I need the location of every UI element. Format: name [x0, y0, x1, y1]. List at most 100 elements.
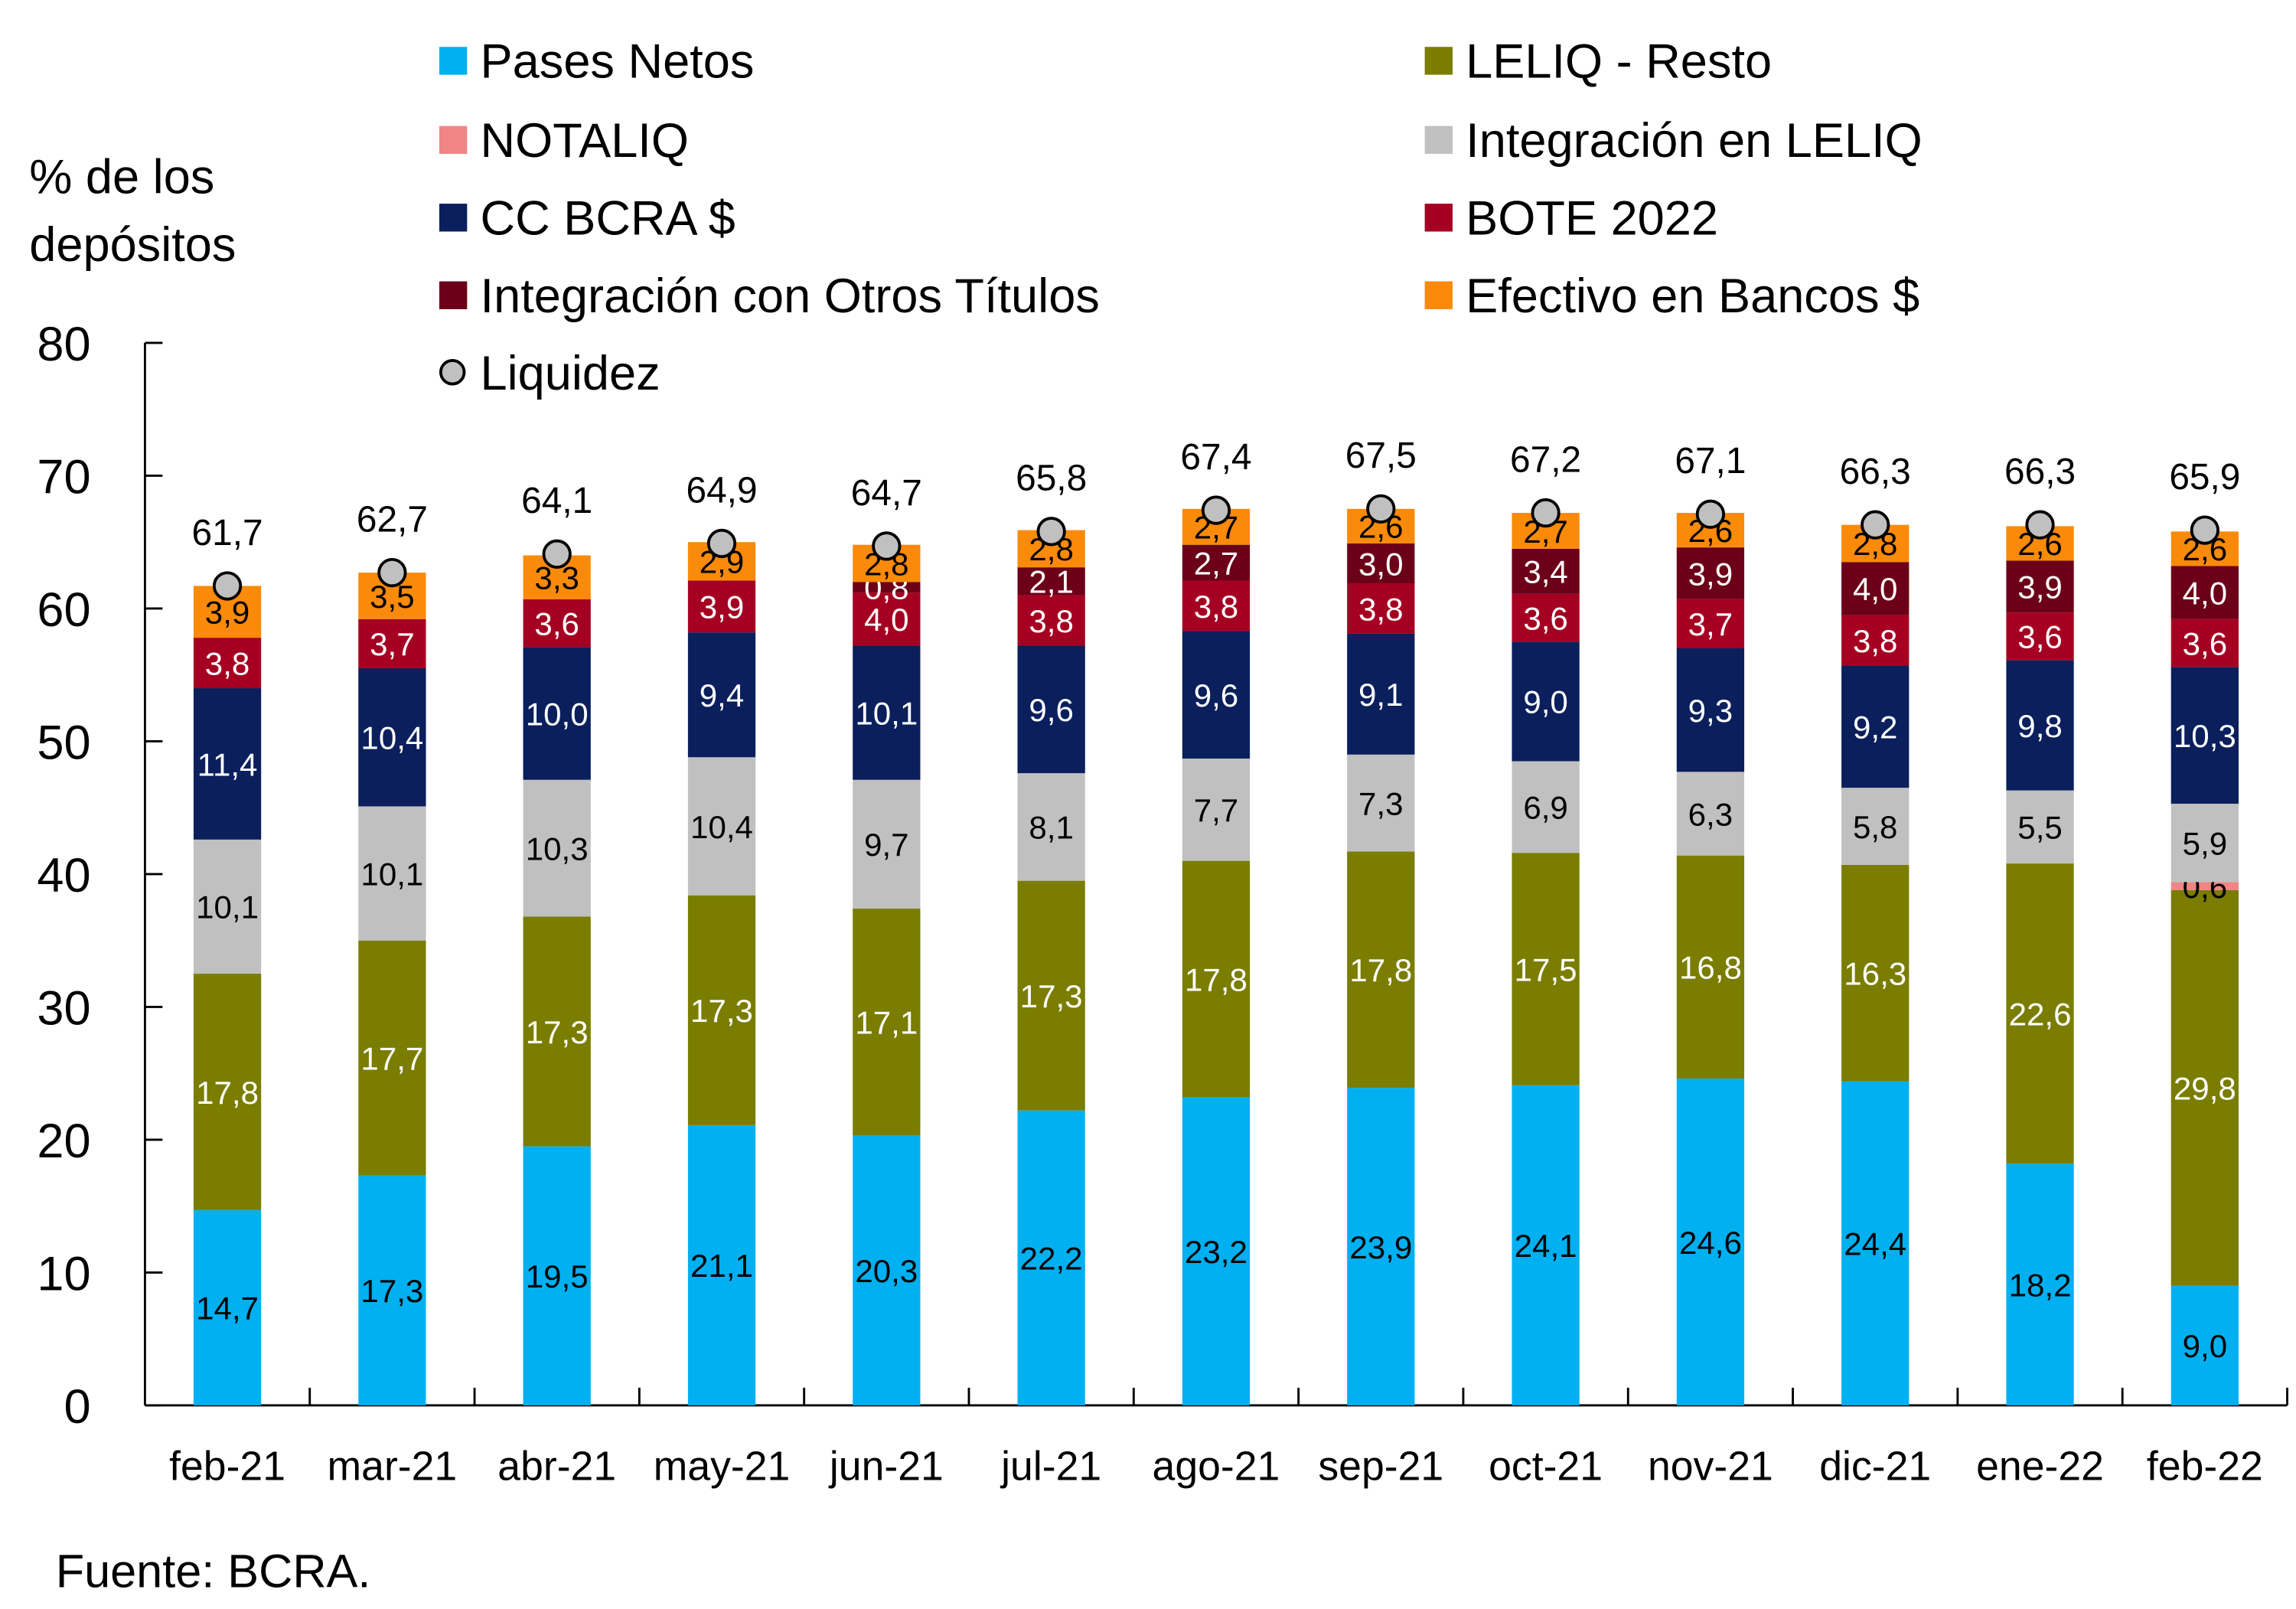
data-label-cc-bcra: 9,1 — [1358, 677, 1404, 713]
data-label-bote-2022: 3,7 — [1688, 606, 1733, 642]
liquidez-marker — [212, 571, 243, 601]
data-label-pases-netos: 24,4 — [1844, 1226, 1906, 1262]
x-tick-label: may-21 — [654, 1444, 791, 1490]
bar-stack-jun-21: 20,317,19,710,14,00,82,8 — [853, 544, 921, 1405]
bar-segment-cc-bcra — [687, 632, 756, 758]
legend-swatch-icon — [1424, 126, 1453, 155]
legend-swatch-icon — [439, 47, 468, 75]
liquidez-label: 64,7 — [851, 473, 922, 514]
data-label-leliq-resto: 16,3 — [1844, 955, 1906, 991]
x-tick-label: feb-22 — [2147, 1444, 2263, 1490]
legend-swatch-icon — [1424, 281, 1453, 309]
bar-segment-integracion-en-leliq — [358, 806, 426, 941]
data-label-leliq-resto: 29,8 — [2174, 1071, 2236, 1107]
legend-swatch-icon — [1424, 204, 1453, 232]
bar-segment-leliq-resto — [1841, 864, 1910, 1082]
y-tick-label: 70 — [37, 450, 90, 504]
bar-segment-pases-netos — [523, 1146, 591, 1405]
bar-stack-oct-21: 24,117,56,99,03,63,42,7 — [1512, 513, 1580, 1405]
bar-segment-integracion-en-leliq — [1841, 788, 1910, 865]
legend-item-notaliq: NOTALIQ — [439, 114, 689, 168]
legend-item-liquidez: Liquidez — [439, 347, 660, 400]
x-tick-label: feb-21 — [169, 1444, 285, 1490]
liquidez-label: 64,1 — [521, 481, 592, 521]
bar-stack-ene-22: 18,222,65,59,83,63,92,6 — [2006, 526, 2074, 1405]
bar-segment-integracion-con-otros-titulos — [1512, 548, 1580, 594]
bar-segment-leliq-resto — [2006, 863, 2074, 1164]
liquidez-marker — [706, 528, 737, 559]
x-tick-label: mar-21 — [328, 1444, 458, 1490]
data-label-integracion-en-leliq: 5,5 — [2017, 810, 2063, 846]
x-tick-label: jun-21 — [828, 1444, 944, 1490]
x-tick-label: abr-21 — [497, 1444, 616, 1490]
bar-segment-leliq-resto — [523, 916, 591, 1147]
x-tick-label: ago-21 — [1153, 1444, 1280, 1490]
data-label-pases-netos: 9,0 — [2183, 1328, 2228, 1364]
data-label-pases-netos: 23,2 — [1185, 1234, 1247, 1270]
data-label-pases-netos: 14,7 — [196, 1291, 259, 1327]
data-label-integracion-con-otros-titulos: 2,7 — [1194, 545, 1239, 581]
data-label-leliq-resto: 17,3 — [1020, 978, 1083, 1014]
data-label-cc-bcra: 9,8 — [2017, 708, 2063, 744]
liquidez-marker — [1201, 495, 1231, 525]
y-axis-title: % de los depósitos — [29, 151, 236, 272]
bar-segment-pases-netos — [2170, 1285, 2239, 1405]
data-label-pases-netos: 21,1 — [690, 1248, 753, 1284]
bar-segment-integracion-con-otros-titulos — [2006, 560, 2074, 613]
data-label-pases-netos: 22,2 — [1020, 1241, 1083, 1277]
y-tick-label: 80 — [37, 318, 90, 371]
data-label-pases-netos: 18,2 — [2009, 1267, 2072, 1303]
bar-segment-cc-bcra — [193, 688, 262, 840]
bar-segment-pases-netos — [1841, 1081, 1910, 1405]
bar-segment-leliq-resto — [1017, 880, 1085, 1111]
data-label-cc-bcra: 9,6 — [1194, 677, 1239, 713]
liquidez-label: 65,8 — [1016, 459, 1087, 499]
bar-segment-leliq-resto — [1347, 851, 1415, 1088]
data-label-cc-bcra: 9,4 — [700, 677, 745, 713]
data-label-leliq-resto: 17,8 — [1185, 961, 1247, 997]
bar-segment-cc-bcra — [853, 645, 921, 780]
bar-stack-mar-21: 17,317,710,110,43,73,5 — [358, 573, 426, 1405]
liquidez-label: 67,4 — [1180, 437, 1251, 478]
bar-segment-pases-netos — [1182, 1097, 1251, 1405]
data-label-integracion-en-leliq: 5,8 — [1853, 809, 1898, 845]
data-label-bote-2022: 3,6 — [534, 605, 579, 641]
data-label-leliq-resto: 17,3 — [690, 993, 753, 1029]
bar-segment-integracion-en-leliq — [1676, 772, 1745, 856]
data-label-bote-2022: 3,6 — [1523, 600, 1568, 636]
bar-segment-pases-netos — [1512, 1085, 1580, 1405]
data-label-bote-2022: 3,8 — [1358, 591, 1404, 627]
bar-segment-pases-netos — [687, 1124, 756, 1405]
bar-segment-integracion-en-leliq — [687, 757, 756, 896]
data-label-integracion-en-leliq: 9,7 — [864, 827, 909, 863]
liquidez-marker — [1861, 510, 1890, 540]
legend-label: BOTE 2022 — [1466, 191, 1718, 245]
legend-item-cc-bcra: CC BCRA $ — [439, 191, 735, 245]
data-label-integracion-en-leliq: 7,7 — [1194, 792, 1239, 828]
data-label-bote-2022: 3,9 — [700, 589, 745, 625]
data-label-integracion-con-otros-titulos: 3,0 — [1358, 546, 1404, 582]
bar-segment-integracion-en-leliq — [1017, 773, 1085, 881]
bar-segment-integracion-en-leliq — [193, 839, 262, 974]
bar-stack-sep-21: 23,917,87,39,13,83,02,6 — [1347, 509, 1415, 1405]
bar-segment-integracion-en-leliq — [853, 779, 921, 909]
data-label-bote-2022: 3,8 — [1194, 589, 1239, 625]
legend-label: Pases Netos — [481, 34, 755, 88]
legend-item-integracion-en-leliq: Integración en LELIQ — [1424, 114, 1923, 168]
legend-item-pases-netos: Pases Netos — [439, 34, 754, 88]
liquidez-marker — [2190, 515, 2219, 545]
legend-item-leliq-resto: LELIQ - Resto — [1424, 34, 1772, 88]
legend-label: Integración en LELIQ — [1466, 114, 1923, 168]
liquidez-label: 66,3 — [2004, 452, 2076, 492]
y-tick-label: 60 — [37, 583, 90, 637]
data-label-leliq-resto: 17,7 — [360, 1041, 423, 1077]
y-axis-title-line-1: % de los — [29, 151, 214, 204]
data-label-cc-bcra: 10,3 — [2174, 718, 2236, 754]
bar-segment-integracion-en-leliq — [2006, 790, 2074, 864]
bar-segment-pases-netos — [1347, 1088, 1415, 1405]
bar-segment-cc-bcra — [1182, 631, 1251, 759]
bar-segment-bote-2022 — [1676, 599, 1745, 648]
data-label-cc-bcra: 10,1 — [855, 695, 918, 731]
data-label-integracion-con-otros-titulos: 3,4 — [1523, 554, 1568, 590]
bar-segment-bote-2022 — [523, 599, 591, 648]
